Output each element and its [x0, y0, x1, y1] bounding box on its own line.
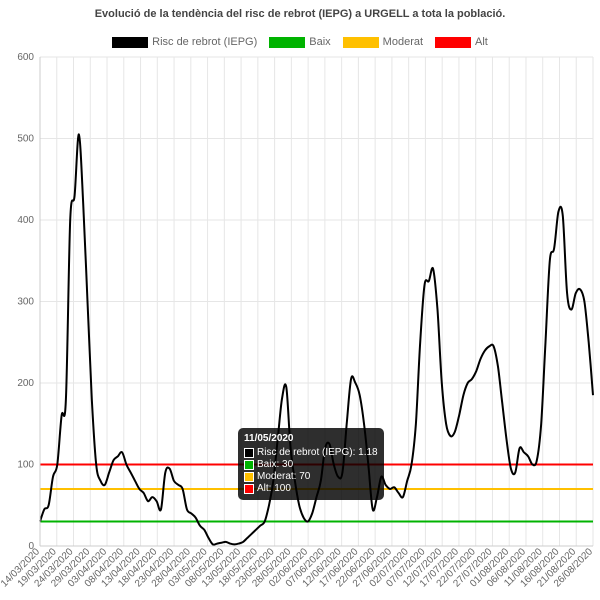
legend-label: Moderat — [382, 36, 424, 48]
legend-label: Baix — [309, 36, 331, 48]
tooltip-row-label: Moderat: 70 — [257, 471, 311, 482]
tooltip-row: Risc de rebrot (IEPG): 1.18 — [244, 447, 378, 459]
legend: Risc de rebrot (IEPG) Baix Moderat Alt — [0, 35, 600, 49]
tooltip-color-box — [244, 448, 254, 458]
y-tick-label: 100 — [17, 460, 34, 471]
y-tick-label: 500 — [17, 134, 34, 145]
tooltip-row: Baix: 30 — [244, 459, 378, 471]
y-tick-label: 400 — [17, 215, 34, 226]
tooltip-color-box — [244, 460, 254, 470]
legend-swatch — [342, 36, 379, 48]
tooltip-title: 11/05/2020 — [244, 433, 294, 444]
legend-label: Alt — [475, 36, 488, 48]
legend-swatch — [112, 36, 149, 48]
legend-swatch — [435, 36, 472, 48]
legend-item[interactable]: Risc de rebrot (IEPG) — [112, 36, 257, 48]
tooltip-row-label: Baix: 30 — [257, 459, 294, 470]
legend-item[interactable]: Alt — [435, 36, 488, 48]
legend-item[interactable]: Baix — [269, 36, 331, 48]
tooltip-row: Alt: 100 — [244, 483, 378, 495]
legend-label: Risc de rebrot (IEPG) — [152, 36, 258, 48]
tooltip-row-label: Alt: 100 — [257, 483, 291, 494]
y-tick-label: 300 — [17, 297, 34, 308]
tooltip-row: Moderat: 70 — [244, 471, 378, 483]
legend-swatch — [269, 36, 306, 48]
y-tick-label: 200 — [17, 378, 34, 389]
legend-item[interactable]: Moderat — [342, 36, 424, 48]
tooltip: 11/05/2020 Risc de rebrot (IEPG): 1.18 Ba… — [238, 428, 384, 500]
tooltip-row-label: Risc de rebrot (IEPG): 1.18 — [257, 447, 378, 458]
y-tick-label: 0 — [28, 541, 34, 552]
tooltip-color-box — [244, 472, 254, 482]
y-tick-label: 600 — [17, 52, 34, 63]
series-line-iepg — [39, 133, 594, 546]
tooltip-color-box — [244, 484, 254, 494]
chart-title: Evolució de la tendència del risc de reb… — [94, 8, 506, 20]
